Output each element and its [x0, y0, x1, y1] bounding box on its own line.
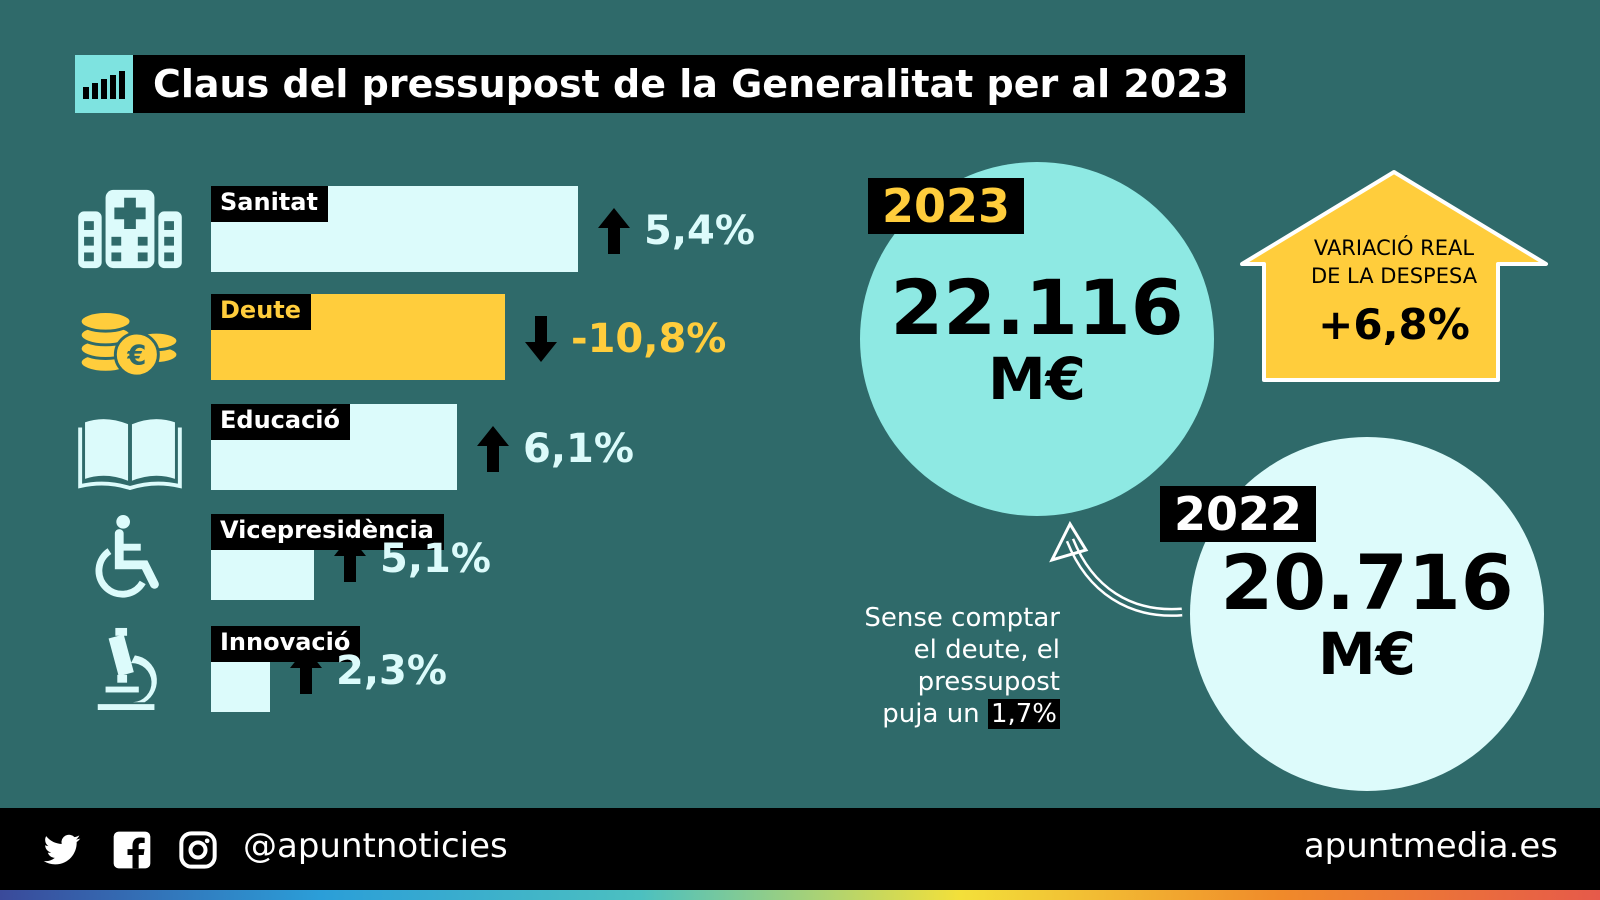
bar-row-educació: Educació 6,1%: [0, 404, 800, 490]
budget-2022-unit: M€: [1317, 620, 1417, 688]
change-label: 5,4%: [644, 208, 755, 254]
change-value: 5,4%: [596, 206, 755, 256]
bar-label: Innovació: [211, 626, 361, 662]
twitter-icon[interactable]: [42, 830, 82, 870]
budget-2022-amount: 20.716: [1220, 538, 1514, 627]
change-label: 5,1%: [380, 536, 491, 582]
arrow-up-icon: [598, 208, 630, 254]
arrow-up-icon: [290, 648, 322, 694]
hospital-icon: [78, 189, 182, 269]
variation-value: +6,8%: [1318, 300, 1470, 349]
bar-row-vicepresidència: Vicepresidència 5,1%: [0, 514, 800, 600]
svg-text:€: €: [126, 340, 146, 371]
note-highlight: 1,7%: [987, 699, 1060, 729]
note-line: pressupost: [917, 667, 1060, 697]
book-icon: [78, 417, 182, 490]
bar-chart-icon: [75, 55, 133, 113]
note-line: puja un: [882, 699, 980, 729]
change-value: -10,8%: [523, 314, 726, 364]
change-label: -10,8%: [571, 316, 727, 362]
footer: @apuntnoticies apuntmedia.es: [0, 808, 1600, 890]
note-line: Sense comptar: [864, 603, 1060, 633]
bar-label: Deute: [211, 294, 312, 330]
year-2023-label: 2023: [868, 178, 1025, 234]
arrow-down-icon: [525, 316, 557, 362]
real-variation: VARIACIÓ REAL DE LA DESPESA +6,8%: [1238, 234, 1550, 349]
bar-row-sanitat: Sanitat 5,4%: [0, 186, 800, 272]
bar-label: Vicepresidència: [211, 514, 444, 550]
house-arrow-shape: [1240, 170, 1548, 382]
change-label: 6,1%: [523, 426, 634, 472]
page-title: Claus del pressupost de la Generalitat p…: [133, 55, 1246, 113]
curved-arrow-icon: [1049, 520, 1183, 617]
bar-label: Sanitat: [211, 186, 328, 222]
arrow-up-icon: [477, 426, 509, 472]
year-2022-label: 2022: [1160, 486, 1317, 542]
coins-euro-icon: €: [78, 310, 180, 378]
rainbow-stripe: [0, 890, 1600, 900]
change-value: 6,1%: [475, 424, 634, 474]
instagram-icon[interactable]: [178, 830, 218, 870]
budget-2023-amount: 22.116: [890, 263, 1184, 352]
website-link[interactable]: apuntmedia.es: [1303, 826, 1558, 866]
debt-note: Sense comptar el deute, el pressupost pu…: [800, 602, 1060, 730]
microscope-icon: [97, 627, 157, 711]
wheelchair-icon: [95, 514, 159, 598]
change-value: 5,1%: [332, 534, 491, 584]
bar-row-innovació: Innovació 2,3%: [0, 626, 800, 712]
arrow-up-icon: [334, 536, 366, 582]
note-line: el deute, el: [913, 635, 1060, 665]
title-bar: Claus del pressupost de la Generalitat p…: [75, 55, 1246, 113]
facebook-icon[interactable]: [112, 830, 152, 870]
bar-row-deute: € Deute -10,8%: [0, 294, 800, 380]
variation-label: VARIACIÓ REAL: [1313, 236, 1475, 260]
social-handle[interactable]: @apuntnoticies: [243, 826, 508, 866]
bar-label: Educació: [211, 404, 351, 440]
variation-label-2: DE LA DESPESA: [1310, 264, 1478, 288]
change-value: 2,3%: [288, 646, 447, 696]
budget-2023-unit: M€: [987, 345, 1087, 413]
change-label: 2,3%: [336, 648, 447, 694]
